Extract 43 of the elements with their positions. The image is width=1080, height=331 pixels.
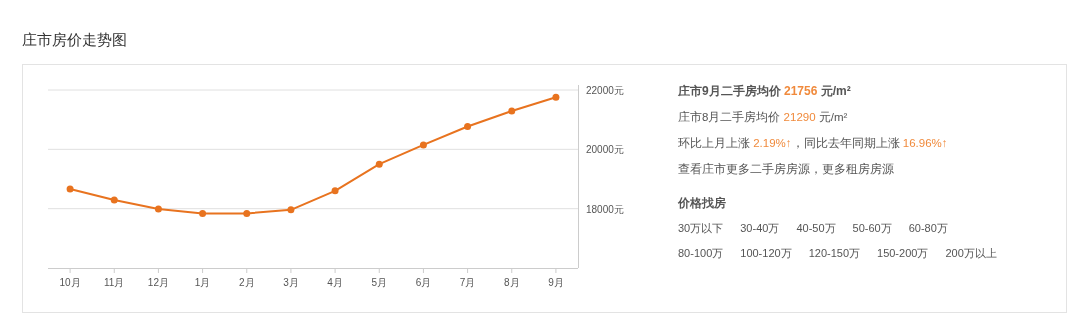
x-tick-label: 5月	[371, 277, 388, 288]
text: 200万以上	[945, 247, 997, 259]
x-tick-label: 10月	[59, 277, 81, 288]
text: 30-40万	[740, 222, 780, 234]
text: 30万以下	[678, 222, 724, 234]
x-tick-label: 6月	[415, 277, 432, 288]
x-tick-label: 12月	[147, 277, 169, 288]
x-tick-label: 11月	[104, 277, 125, 288]
text: 庄市8月二手房均价 21290 元/m²	[678, 110, 848, 123]
text: 庄市9月二手房均价 21756 元/m²	[677, 84, 851, 98]
x-tick-label: 9月	[548, 277, 564, 288]
point	[464, 122, 472, 130]
text: 查看庄市更多二手房房源，更多租房房源	[678, 162, 894, 175]
point	[110, 196, 118, 204]
x-tick-label: 1月	[194, 277, 211, 288]
x-tick-label: 3月	[283, 277, 299, 288]
point	[287, 206, 295, 214]
text: 120-150万	[808, 247, 861, 259]
x-tick-label: 7月	[459, 277, 476, 288]
x-tick-label: 2月	[238, 277, 255, 288]
point	[66, 185, 74, 193]
y-tick-label: 22000元	[586, 85, 624, 96]
text: 环比上月上涨 2.19%↑，同比去年同期上涨 16.96%↑	[678, 137, 948, 149]
chart-title: 庄市房价走势图	[22, 31, 127, 48]
text: 100-120万	[740, 247, 792, 259]
x-tick-label: 8月	[503, 277, 520, 288]
text: 40-50万	[796, 222, 836, 234]
point	[154, 205, 162, 213]
y-tick-label: 18000元	[586, 203, 624, 215]
text: 50-60万	[852, 222, 892, 234]
y-tick-label: 20000元	[586, 144, 624, 156]
point	[552, 93, 560, 101]
point	[243, 209, 251, 217]
text: 价格找房	[677, 196, 726, 209]
text: 80-100万	[678, 247, 724, 259]
point	[331, 187, 339, 195]
point	[508, 107, 516, 115]
point	[199, 209, 207, 217]
text: 60-80万	[908, 222, 948, 234]
x-tick-label: 4月	[327, 277, 343, 288]
point	[375, 160, 383, 168]
point	[419, 141, 427, 149]
text: 150-200万	[877, 247, 929, 259]
